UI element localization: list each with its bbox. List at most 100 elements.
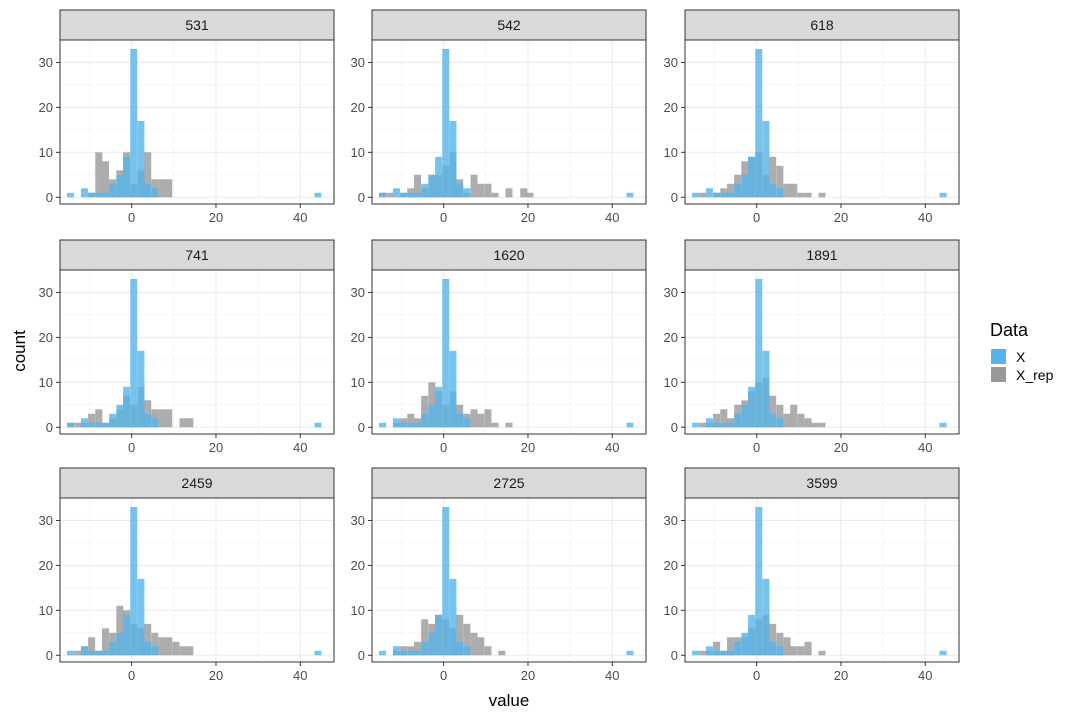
histogram-bar-x-rep (95, 409, 103, 428)
x-tick-label: 20 (521, 210, 535, 225)
y-tick-label: 0 (358, 648, 365, 663)
x-tick-label: 40 (293, 440, 307, 455)
histogram-bar-x (428, 632, 436, 656)
histogram-bar-x (151, 418, 159, 428)
facet-panel: 3599 0 20 40 0 10 20 30 (664, 467, 960, 683)
histogram-bar-x (776, 188, 784, 198)
facet-strip-label: 1620 (493, 247, 524, 263)
histogram-bar-x (88, 650, 96, 656)
histogram-bar-x (720, 650, 728, 656)
histogram-bar-x (741, 174, 749, 198)
facet-strip (371, 467, 647, 499)
histogram-bar-x (776, 418, 784, 428)
histogram-bar-x (144, 183, 152, 198)
histogram-bar-x (692, 650, 700, 656)
histogram-bar-x-rep (526, 192, 534, 198)
histogram-bar-x-rep (414, 174, 422, 198)
histogram-bar-x-rep (520, 188, 528, 198)
y-tick-label: 10 (351, 145, 365, 160)
histogram-bar-x-rep (165, 179, 173, 198)
histogram-bar-x-rep (386, 192, 394, 198)
histogram-bar-x (435, 614, 443, 656)
histogram-bar-x-rep (699, 422, 707, 428)
histogram-bar-x-rep (720, 409, 728, 428)
histogram-bar-x (414, 650, 422, 656)
x-tick-label: 40 (605, 210, 619, 225)
histogram-bar-x (720, 192, 728, 198)
histogram-bar-x-rep (699, 192, 707, 198)
histogram-bar-x (116, 404, 124, 428)
histogram-bar-x (116, 174, 124, 198)
histogram-bar-x-rep (74, 650, 82, 656)
histogram-bar-x (442, 48, 450, 198)
histogram-bar-x (95, 422, 103, 428)
histogram-bar-x (769, 183, 777, 198)
y-tick-label: 30 (351, 55, 365, 70)
histogram-bar-x (435, 156, 443, 198)
x-tick-label: 20 (209, 210, 223, 225)
histogram-bar-x (400, 192, 408, 198)
plot-background (60, 498, 334, 662)
histogram-bar-x (144, 413, 152, 428)
facet-strip-label: 542 (497, 17, 521, 33)
x-tick-label: 20 (521, 440, 535, 455)
facet-strip (684, 239, 960, 271)
y-tick-label: 30 (39, 55, 53, 70)
histogram-bar-x (442, 278, 450, 428)
histogram-bar-x-rep (470, 632, 478, 656)
y-tick-label: 20 (39, 558, 53, 573)
histogram-bar-x-rep (158, 179, 166, 198)
histogram-bar-x (421, 641, 429, 656)
histogram-bar-x (939, 192, 947, 198)
histogram-bar-x-rep (165, 637, 173, 656)
histogram-bar-x-rep (179, 646, 187, 656)
histogram-bar-x (755, 506, 763, 656)
histogram-bar-x-rep (804, 641, 812, 656)
histogram-bar-x-rep (102, 628, 110, 656)
histogram-bar-x (421, 183, 429, 198)
histogram-bar-x (392, 188, 400, 198)
histogram-bar-x (80, 418, 88, 428)
histogram-bar-x-rep (421, 395, 429, 428)
x-tick-label: 0 (753, 210, 760, 225)
histogram-bar-x (414, 422, 422, 428)
facet-strip-label: 1891 (806, 247, 837, 263)
histogram-bar-x (109, 641, 117, 656)
histogram-bar-x (379, 192, 387, 198)
plot-background (60, 270, 334, 434)
histogram-bar-x (414, 192, 422, 198)
plot-background (685, 498, 959, 662)
y-tick-label: 20 (664, 100, 678, 115)
histogram-bar-x (130, 278, 138, 428)
histogram-bar-x-rep (470, 409, 478, 428)
histogram-bar-x (392, 646, 400, 656)
panel-border (371, 497, 647, 663)
y-tick-label: 10 (39, 603, 53, 618)
histogram-bar-x (137, 120, 145, 198)
x-tick-label: 0 (440, 210, 447, 225)
histogram-bar-x (456, 413, 464, 428)
y-axis-title: count (10, 330, 29, 372)
histogram-bar-x (123, 614, 131, 656)
histogram-bar-x-rep (790, 646, 798, 656)
facet-panel: 741 0 20 40 0 10 20 30 (39, 239, 335, 455)
y-tick-label: 10 (39, 375, 53, 390)
y-tick-label: 0 (46, 648, 53, 663)
histogram-bar-x-rep (414, 641, 422, 656)
histogram-bar-x-rep (88, 413, 96, 428)
histogram-bar-x-rep (505, 422, 513, 428)
histogram-bar-x (692, 422, 700, 428)
histogram-bar-x (456, 183, 464, 198)
histogram-bar-x-rep (818, 650, 826, 656)
x-tick-label: 0 (440, 440, 447, 455)
histogram-bar-x-rep (158, 637, 166, 656)
histogram-bar-x-rep (811, 422, 819, 428)
histogram-bar-x (130, 506, 138, 656)
histogram-bar-x-rep (74, 422, 82, 428)
histogram-bar-x (705, 646, 713, 656)
y-tick-label: 0 (46, 190, 53, 205)
facet-strip-label: 3599 (806, 475, 837, 491)
facet-panel: 2459 0 20 40 0 10 20 30 (39, 467, 335, 683)
